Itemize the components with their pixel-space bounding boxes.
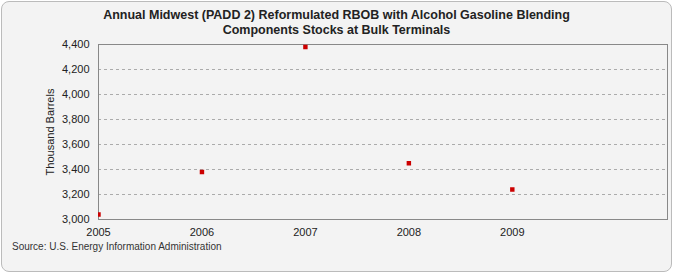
svg-text:3,000: 3,000	[62, 213, 90, 225]
svg-text:2009: 2009	[500, 226, 524, 238]
svg-text:2006: 2006	[190, 226, 214, 238]
svg-text:2007: 2007	[293, 226, 317, 238]
html-text:Source: U.S. Energy Informatio: Source: U.S. Energy Information Administ…	[12, 241, 222, 252]
svg-text:4,000: 4,000	[62, 88, 90, 100]
svg-text:3,600: 3,600	[62, 138, 90, 150]
svg-text:3,400: 3,400	[62, 163, 90, 175]
svg-text:Thousand Barrels: Thousand Barrels	[44, 88, 56, 175]
svg-text:2005: 2005	[86, 226, 110, 238]
svg-text:4,400: 4,400	[62, 38, 90, 50]
svg-text:2008: 2008	[397, 226, 421, 238]
svg-text:3,800: 3,800	[62, 113, 90, 125]
svg-text:4,200: 4,200	[62, 63, 90, 75]
html-text:Annual Midwest (PADD 2) Reform: Annual Midwest (PADD 2) Reformulated RBO…	[103, 8, 570, 37]
svg-text:3,200: 3,200	[62, 188, 90, 200]
